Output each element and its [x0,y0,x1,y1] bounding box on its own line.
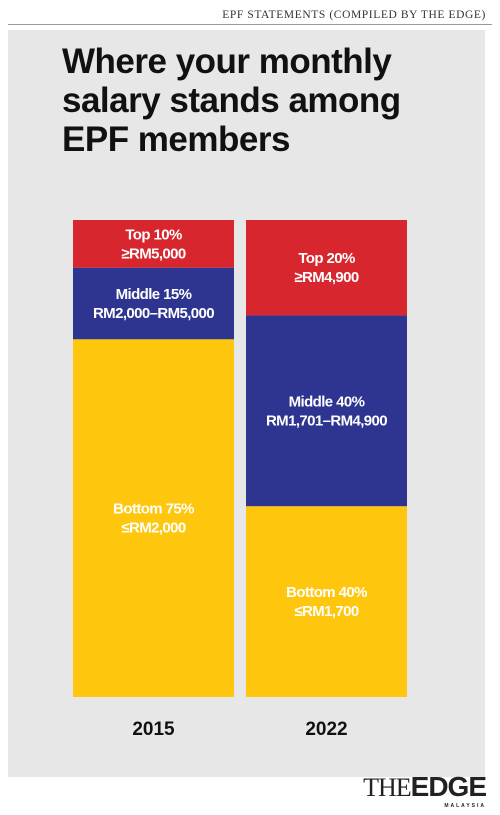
segment-label-middle-2015: Middle 15% [116,286,192,303]
segment-label-bottom-2015: ≤RM2,000 [121,520,186,537]
segment-label-bottom-2022: ≤RM1,700 [294,603,359,620]
segment-label-bottom-2015: Bottom 75% [113,501,194,518]
source-divider [8,24,492,25]
title-line: salary stands among [62,81,401,120]
title-line: EPF members [62,120,290,159]
segment-label-top-2022: Top 20% [298,250,355,267]
logo-text-light: THE [363,773,412,802]
source-caption: EPF STATEMENTS (COMPILED BY THE EDGE) [222,9,486,21]
segment-label-top-2015: ≥RM5,000 [121,245,186,262]
bar-segment-middle-2022 [246,315,407,507]
bar-segment-bottom-2015 [73,339,234,697]
segment-label-middle-2022: RM1,701–RM4,900 [266,412,387,429]
bar-segment-bottom-2022 [246,506,407,697]
bar-segment-middle-2015 [73,267,234,340]
logo-text-bold: EDGE [410,771,487,802]
bar-segment-top-2015 [73,220,234,268]
segment-label-top-2022: ≥RM4,900 [294,269,359,286]
category-label-2022: 2022 [305,719,347,740]
segment-label-bottom-2022: Bottom 40% [286,584,367,601]
bar-segment-top-2022 [246,220,407,316]
segment-label-top-2015: Top 10% [125,226,182,243]
segment-label-middle-2022: Middle 40% [289,393,365,410]
logo-subtext: MALAYSIA [444,803,486,809]
chart-title: Where your monthly salary stands among E… [62,42,482,159]
the-edge-logo: THEEDGE MALAYSIA [363,771,487,810]
title-line: Where your monthly [62,42,392,81]
category-label-2015: 2015 [132,719,175,740]
segment-label-middle-2015: RM2,000–RM5,000 [93,305,214,322]
